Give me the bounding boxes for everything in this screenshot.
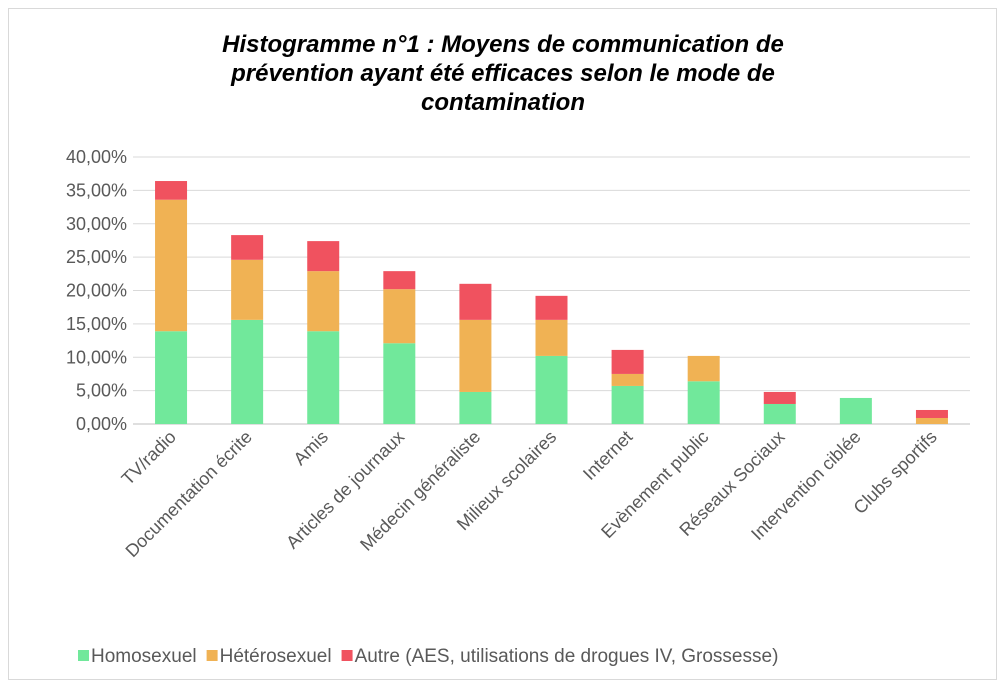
legend-swatch (341, 650, 353, 661)
bar-segment (915, 409, 948, 418)
bar-segment (611, 349, 644, 374)
bar-segment (839, 397, 872, 424)
bar-segment (763, 391, 796, 404)
bar-segment (611, 385, 644, 424)
bar-segment (535, 295, 568, 320)
bar-segment (915, 417, 948, 424)
chart-title: Histogramme n°1 : Moyens de communicatio… (222, 31, 784, 58)
y-tick-label: 5,00% (76, 381, 127, 401)
bar-segment (307, 271, 340, 332)
bar-segment (687, 381, 720, 424)
legend-label: Hétérosexuel (220, 646, 332, 667)
bar-segment (155, 181, 188, 200)
bar-segment (687, 355, 720, 382)
y-tick-label: 30,00% (66, 214, 127, 234)
bar-segment (459, 283, 492, 320)
bar-segment (383, 289, 416, 344)
bar-segment (231, 319, 264, 424)
bar-segment (231, 235, 264, 260)
chart-title: prévention ayant été efficaces selon le … (230, 60, 775, 87)
bar-segment (307, 241, 340, 272)
bar-segment (763, 403, 796, 424)
bar-segment (535, 355, 568, 424)
legend-label: Homosexuel (91, 646, 197, 667)
bar-segment (231, 259, 264, 320)
y-tick-label: 40,00% (66, 147, 127, 167)
bar-segment (155, 331, 188, 424)
legend-swatch (78, 650, 89, 661)
chart-title: contamination (421, 89, 585, 116)
legend-label: Autre (AES, utilisations de drogues IV, … (355, 646, 779, 667)
bar-segment (383, 271, 416, 290)
bar-segment (611, 373, 644, 386)
y-tick-label: 20,00% (66, 281, 127, 301)
bar-segment (383, 343, 416, 424)
bar-segment (459, 319, 492, 392)
y-tick-label: 10,00% (66, 347, 127, 367)
bar-segment (459, 391, 492, 424)
bar-segment (155, 199, 188, 332)
bar-segment (535, 319, 568, 356)
y-tick-label: 25,00% (66, 247, 127, 267)
legend-swatch (206, 650, 218, 661)
bar-segment (307, 331, 340, 424)
y-tick-label: 35,00% (66, 180, 127, 200)
y-tick-label: 15,00% (66, 314, 127, 334)
y-tick-label: 0,00% (76, 414, 127, 434)
